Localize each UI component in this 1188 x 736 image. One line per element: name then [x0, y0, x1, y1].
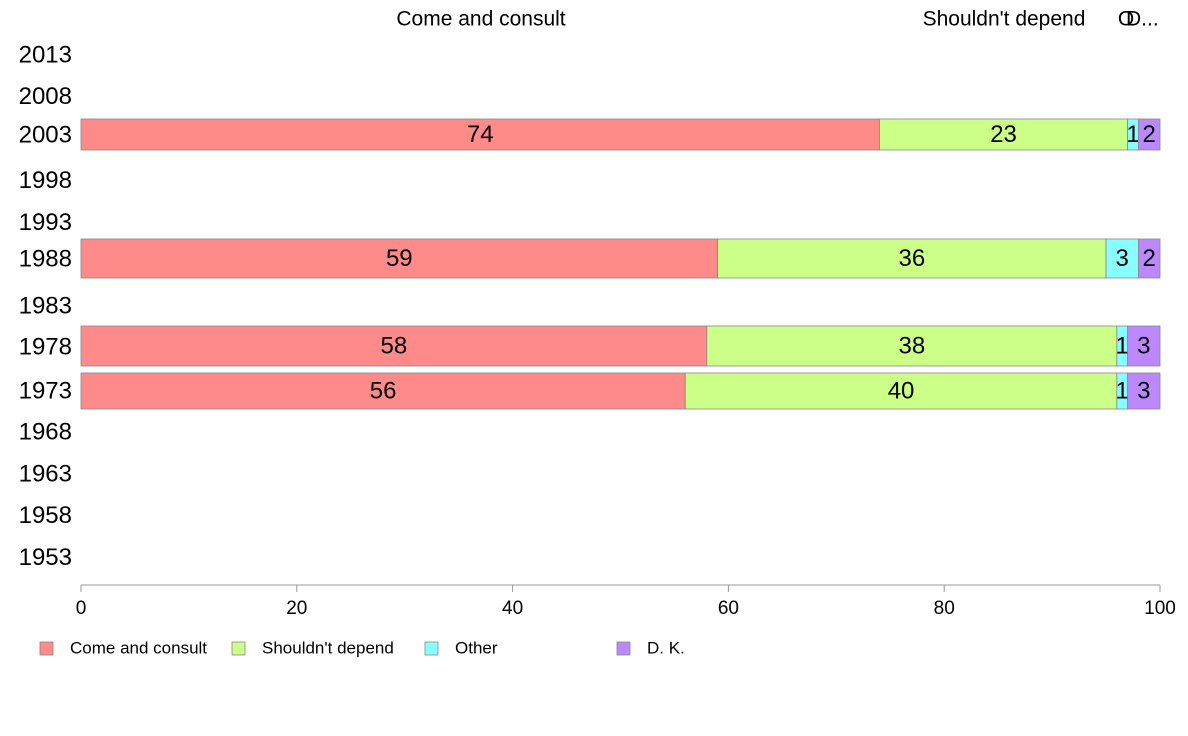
data-label-2003-3: 2: [1143, 121, 1156, 148]
bar-segment-1978-3: [1127, 325, 1161, 367]
bars: 74 23 1 259 36 3 258 38 1 356 40 1 3: [80, 118, 1161, 410]
data-label-1978-2: 1: [1116, 332, 1129, 359]
legend-label-2: Other: [455, 638, 498, 657]
data-label-2003-0: 74: [467, 121, 494, 148]
x-tick-label-80: 80: [934, 598, 955, 619]
year-label-1968: 1968: [19, 418, 72, 445]
data-label-1973-3: 3: [1137, 377, 1150, 404]
data-label-2003-1: 23: [990, 121, 1017, 148]
top-label-2: O: [1118, 8, 1134, 31]
top-segment-labels: Come and consult Shouldn't depend OD...: [396, 8, 1158, 31]
y-axis-labels: 2013 2008 2003 1998 1993 1988 1983 1978 1973 1968…: [19, 41, 72, 571]
data-label-1973-0: 56: [370, 377, 397, 404]
x-tick-label-40: 40: [502, 598, 523, 619]
bar-segment-1978-0: [80, 325, 708, 367]
year-label-1958: 1958: [19, 502, 72, 529]
legend-label-0: Come and consult: [70, 638, 207, 657]
x-axis: 0 20 40 60 80 100: [76, 584, 1176, 619]
data-label-2003-2: 1: [1126, 121, 1139, 148]
bar-segment-2003-3: [1138, 118, 1161, 151]
x-tick-label-0: 0: [76, 598, 87, 619]
bar-segment-1973-3: [1127, 372, 1161, 410]
x-tick-label-60: 60: [718, 598, 739, 619]
year-label-1993: 1993: [19, 209, 72, 236]
top-label-0: Come and consult: [396, 8, 565, 31]
year-label-1953: 1953: [19, 544, 72, 571]
x-tick-label-100: 100: [1144, 598, 1176, 619]
data-label-1973-1: 40: [888, 377, 915, 404]
year-label-2013: 2013: [19, 41, 72, 68]
year-label-1983: 1983: [19, 293, 72, 320]
data-label-1988-3: 2: [1143, 245, 1156, 272]
bar-segment-1988-0: [80, 238, 719, 279]
data-label-1978-1: 38: [898, 332, 925, 359]
year-label-1963: 1963: [19, 460, 72, 487]
bar-segment-1988-2: [1105, 238, 1139, 279]
legend-swatch-1: [231, 641, 246, 656]
data-label-1978-3: 3: [1137, 332, 1150, 359]
year-label-1988: 1988: [19, 245, 72, 272]
legend-label-3: D. K.: [647, 638, 685, 657]
data-label-1988-2: 3: [1116, 245, 1129, 272]
year-label-1973: 1973: [19, 377, 72, 404]
bar-segment-2003-1: [879, 118, 1129, 151]
legend-swatch-2: [424, 641, 439, 656]
data-label-1973-2: 1: [1116, 377, 1129, 404]
bar-segment-1988-3: [1138, 238, 1161, 279]
year-label-2008: 2008: [19, 83, 72, 110]
year-label-1998: 1998: [19, 167, 72, 194]
bar-segment-1973-1: [684, 372, 1118, 410]
legend-swatch-0: [39, 641, 54, 656]
top-label-3: D...: [1126, 8, 1159, 31]
year-label-2003: 2003: [19, 121, 72, 148]
bar-segment-1973-0: [80, 372, 686, 410]
top-label-1: Shouldn't depend: [923, 8, 1086, 31]
legend-swatch-3: [616, 641, 631, 656]
data-label-1978-0: 58: [381, 332, 408, 359]
legend: Come and consult Shouldn't depend Other D. …: [39, 638, 685, 657]
data-label-1988-1: 36: [898, 245, 925, 272]
year-label-1978: 1978: [19, 333, 72, 360]
x-tick-label-20: 20: [286, 598, 307, 619]
legend-label-1: Shouldn't depend: [262, 638, 394, 657]
data-label-1988-0: 59: [386, 245, 413, 272]
